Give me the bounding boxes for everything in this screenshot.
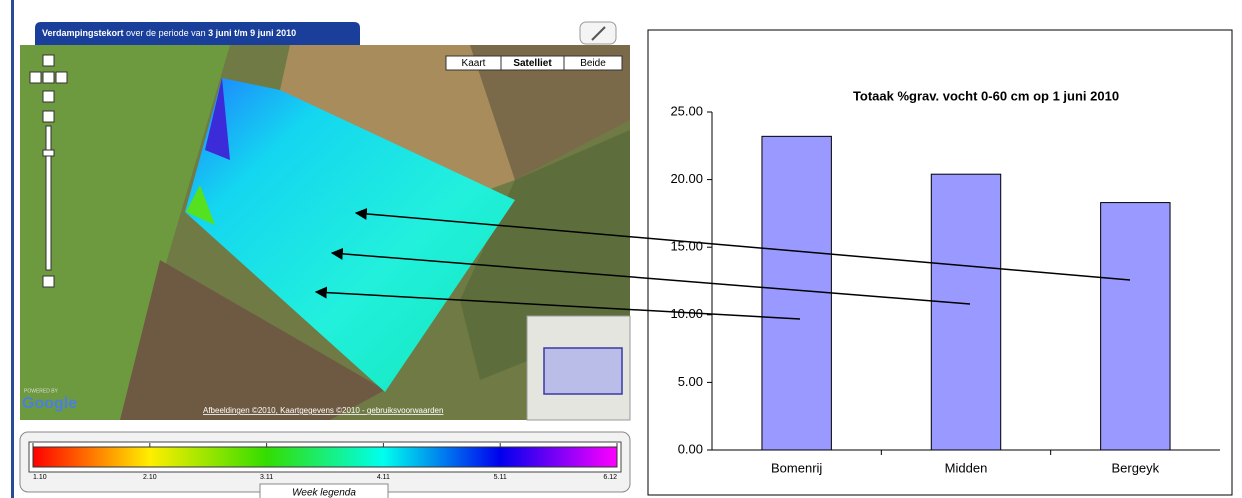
logo: Google bbox=[22, 395, 77, 412]
chart-title: Totaak %grav. vocht 0-60 cm op 1 juni 20… bbox=[853, 88, 1119, 103]
arrows bbox=[314, 207, 1131, 320]
zoom-control[interactable] bbox=[29, 54, 68, 288]
arrow bbox=[354, 207, 1131, 281]
bar bbox=[761, 135, 832, 451]
legend-tick-label: 1.10 bbox=[33, 474, 47, 481]
map-type-label: Satelliet bbox=[513, 58, 552, 69]
y-tick-label: 20.00 bbox=[670, 171, 703, 186]
legend-tick-label: 5.11 bbox=[494, 474, 507, 481]
field bbox=[120, 260, 385, 420]
bar bbox=[1100, 202, 1171, 451]
x-tick-label: Midden bbox=[945, 460, 988, 475]
field bbox=[20, 45, 230, 420]
y-tick-label: 10.00 bbox=[670, 306, 703, 321]
footer-link[interactable]: gebruiksvoorwaarden bbox=[367, 406, 444, 415]
bar bbox=[930, 173, 1002, 451]
left-border bbox=[11, 0, 14, 498]
field bbox=[470, 45, 630, 180]
moisture-overlay bbox=[186, 185, 215, 225]
logo-caption: POWERED BY bbox=[24, 388, 59, 394]
overview-frame bbox=[543, 347, 623, 395]
arrow bbox=[330, 247, 971, 305]
map-type-button[interactable] bbox=[563, 55, 623, 71]
legend-tick-label: 3.11 bbox=[260, 474, 273, 481]
field bbox=[280, 45, 515, 200]
map-footer: Afbeeldingen ©2010, Kaartgegevens ©2010 … bbox=[203, 406, 443, 415]
footer-link[interactable]: Kaartgegevens ©2010 bbox=[280, 406, 360, 415]
legend-tick-label: 4.11 bbox=[377, 474, 390, 481]
legend-tab[interactable] bbox=[259, 483, 389, 498]
footer-link[interactable]: Afbeeldingen ©2010 bbox=[203, 406, 276, 415]
x-tick-label: Bomenrij bbox=[771, 460, 822, 475]
header-text: Verdampingstekort over de periode van 3 … bbox=[42, 28, 296, 38]
legend-bar bbox=[32, 446, 618, 468]
map-type-label: Beide bbox=[580, 58, 606, 69]
y-tick-label: 5.00 bbox=[678, 374, 703, 389]
legend-title: Week legenda bbox=[292, 488, 356, 498]
arrow bbox=[314, 286, 801, 320]
moisture-overlay bbox=[185, 78, 515, 392]
y-tick-label: 25.00 bbox=[670, 103, 703, 118]
x-tick-label: Bergeyk bbox=[1111, 460, 1159, 475]
map-type-label: Kaart bbox=[462, 58, 486, 69]
tool-icon bbox=[591, 26, 606, 41]
y-tick-label: 0.00 bbox=[678, 441, 703, 456]
legend-tick-label: 6.12 bbox=[603, 474, 617, 481]
legend-tick-label: 2.10 bbox=[143, 474, 157, 481]
moisture-overlay bbox=[205, 78, 230, 160]
header-tab bbox=[35, 22, 360, 45]
